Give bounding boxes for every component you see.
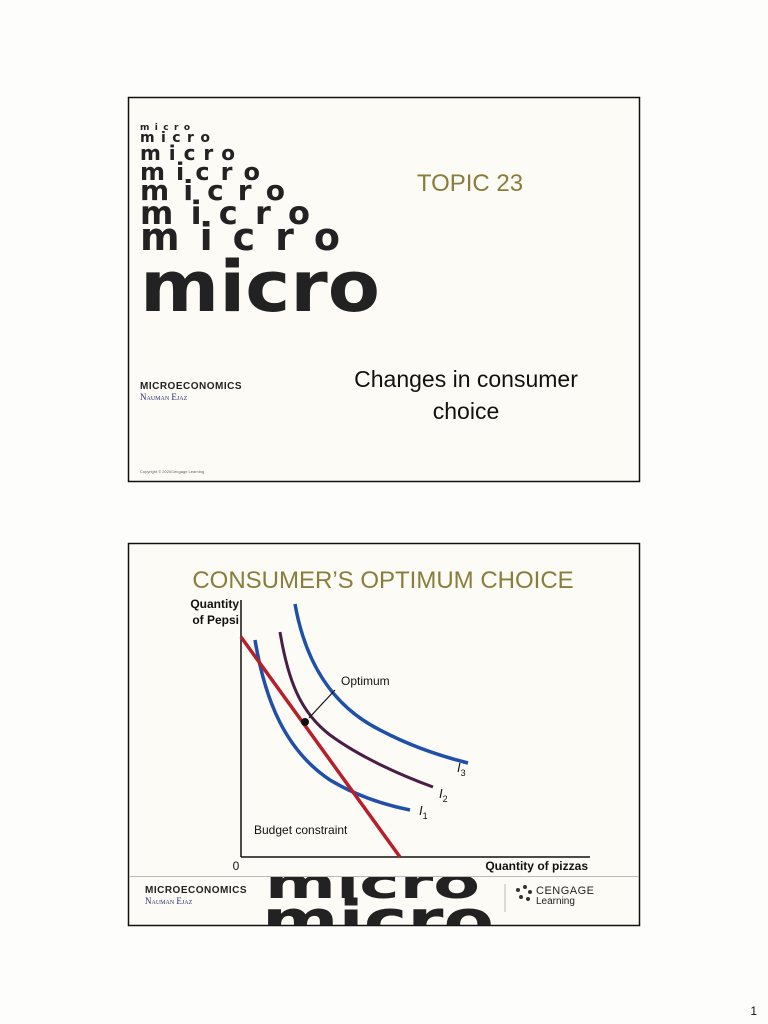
logo-word: micro — [140, 123, 190, 133]
page-number: 1 — [750, 1004, 757, 1018]
slide-frame — [127, 96, 641, 483]
curve-letter: I — [439, 786, 443, 801]
brand: MICROECONOMICS — [145, 885, 247, 896]
curve-label: I1 — [419, 803, 428, 821]
logo-word: micro — [262, 889, 494, 954]
slide-title: TOPIC 23 — [417, 170, 523, 197]
indifference-chart: Quantity of Pepsi 0 Quantity of pizzas O… — [190, 597, 590, 873]
publisher: Learning — [536, 896, 575, 907]
logo-dot — [528, 890, 532, 894]
curve-label: I2 — [439, 786, 448, 804]
logo-dot — [526, 897, 530, 901]
cengage-logo: CENGAGE Learning — [516, 885, 595, 907]
slide-frame — [127, 542, 641, 927]
slide-title: CONSUMER’S OPTIMUM CHOICE — [192, 567, 573, 594]
author: Nauman Ejaz — [140, 392, 188, 402]
curve-sub: 1 — [423, 811, 428, 821]
curve-letter: I — [457, 760, 461, 775]
y-axis-label: Quantity — [190, 597, 239, 611]
y-axis-label: of Pepsi — [192, 613, 239, 627]
subtitle: Changes in consumer — [354, 366, 578, 392]
logo-dot — [516, 888, 520, 892]
leader-line — [308, 689, 336, 719]
slide-2: CONSUMER’S OPTIMUM CHOICE Quantity of Pe… — [127, 542, 641, 954]
budget-line — [239, 635, 402, 859]
curve-sub: 2 — [443, 794, 448, 804]
indifference-curve — [253, 639, 411, 812]
publisher: CENGAGE — [536, 885, 595, 897]
budget-label: Budget constraint — [254, 823, 348, 837]
indifference-curve — [293, 603, 469, 765]
logo-word: micro — [265, 859, 480, 908]
logo-dot — [523, 885, 527, 889]
origin-label: 0 — [233, 859, 240, 873]
slide-1: micro micro micro micro micro micro micr… — [127, 96, 641, 483]
curve-letter: I — [419, 803, 423, 818]
author: Nauman Ejaz — [145, 896, 193, 906]
indifference-curve — [278, 631, 434, 789]
curve-label: I3 — [457, 760, 466, 778]
optimum-point — [301, 718, 309, 726]
brand: MICROECONOMICS — [140, 381, 242, 392]
footer-logo: micro micro — [262, 859, 494, 954]
optimum-label: Optimum — [341, 674, 390, 688]
copyright: Copyright © 2020Cengage Learning — [140, 469, 204, 474]
logo-dot — [519, 895, 523, 899]
logo-word: micro — [140, 246, 380, 328]
subtitle: choice — [433, 398, 499, 424]
curve-sub: 3 — [461, 768, 466, 778]
x-axis-label: Quantity of pizzas — [485, 859, 588, 873]
